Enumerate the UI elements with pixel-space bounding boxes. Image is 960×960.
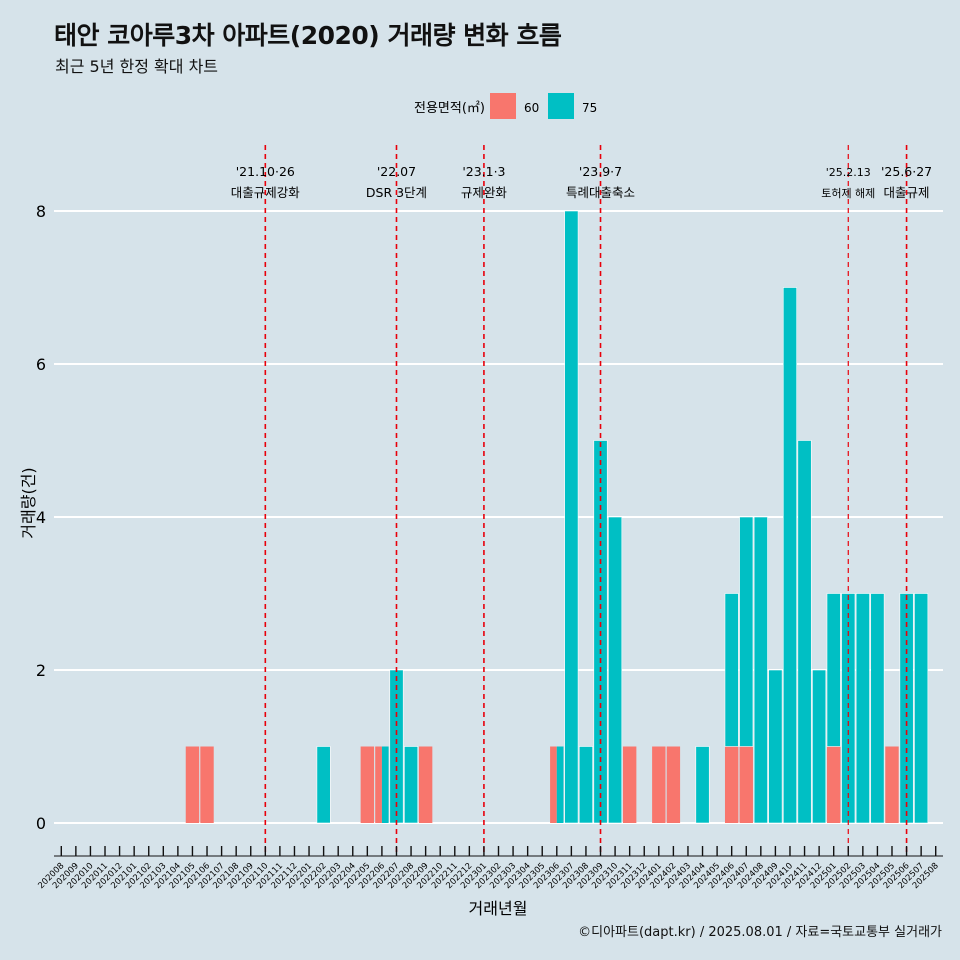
- bar-60: [652, 746, 666, 823]
- event-date: '25.6·27: [881, 164, 932, 179]
- y-axis-label: 거래량(건): [19, 467, 38, 538]
- y-tick-label: 6: [36, 355, 46, 374]
- event-date: '21.10·26: [236, 164, 295, 179]
- event-date: '22.07: [377, 164, 416, 179]
- bar-60: [550, 746, 557, 823]
- legend: 전용면적(㎡) 60 75: [414, 93, 597, 119]
- legend-swatch-75: [548, 93, 574, 119]
- event-date: '23.1·3: [462, 164, 505, 179]
- bar-75: [316, 746, 331, 824]
- event-label: 규제완화: [461, 185, 508, 200]
- bar-75: [768, 669, 783, 824]
- bar-60: [418, 746, 433, 823]
- event-label: DSR 3단계: [366, 185, 427, 200]
- bar-75: [826, 593, 841, 747]
- bar-60: [360, 746, 375, 823]
- bar-60: [885, 746, 899, 823]
- bar-75: [782, 287, 797, 824]
- event-label: 대출규제: [884, 185, 930, 200]
- bar-75: [753, 516, 768, 824]
- legend-title: 전용면적(㎡): [414, 101, 485, 116]
- x-axis-label: 거래년월: [469, 899, 528, 918]
- bar-75: [404, 746, 419, 824]
- x-axis: 2020082020092020102020112020122021012021…: [36, 846, 943, 891]
- y-tick-label: 2: [36, 661, 46, 680]
- bar-75: [608, 516, 623, 824]
- event-markers: '21.10·26 대출규제강화 '22.07 DSR 3단계 '23.1·3 규제완화 '…: [231, 145, 932, 855]
- bar-75: [564, 210, 579, 824]
- y-axis-ticks: 0 2 4 6 8: [36, 202, 46, 833]
- bar-75: [855, 593, 870, 824]
- y-tick-label: 4: [36, 508, 46, 527]
- legend-label-75: 75: [582, 101, 597, 115]
- bar-60: [739, 746, 753, 823]
- source-caption: ©디아파트(dapt.kr) / 2025.08.01 / 자료=국토교통부 실…: [578, 925, 942, 940]
- bar-60: [724, 746, 739, 823]
- bar-60: [200, 746, 214, 823]
- chart-subtitle: 최근 5년 한정 확대 차트: [55, 57, 219, 76]
- bar-75: [739, 516, 754, 747]
- bar-75: [870, 593, 885, 824]
- bar-60: [666, 746, 681, 823]
- event-label: 토허제 해제: [821, 186, 875, 200]
- bar-60: [185, 746, 200, 823]
- bar-60: [826, 746, 841, 823]
- event-date: '23.9·7: [579, 164, 622, 179]
- legend-swatch-60: [490, 93, 516, 119]
- y-tick-label: 8: [36, 202, 46, 221]
- bar-75: [797, 440, 812, 824]
- event-label: 특례대출축소: [566, 185, 635, 200]
- chart-title: 태안 코아루3차 아파트(2020) 거래량 변화 흐름: [54, 21, 562, 50]
- bar-75: [556, 746, 564, 823]
- bar-75: [724, 593, 739, 747]
- bar-60: [375, 746, 382, 823]
- bar-75: [914, 593, 929, 824]
- bar-75: [812, 669, 827, 824]
- bar-75: [695, 746, 710, 824]
- bar-60: [622, 746, 637, 823]
- bar-75: [381, 746, 389, 823]
- legend-label-60: 60: [524, 101, 539, 115]
- y-tick-label: 0: [36, 814, 46, 833]
- event-label: 대출규제강화: [231, 185, 301, 200]
- bar-75: [578, 746, 593, 824]
- event-date: '25.2.13: [826, 166, 871, 179]
- bar-75: [389, 669, 404, 824]
